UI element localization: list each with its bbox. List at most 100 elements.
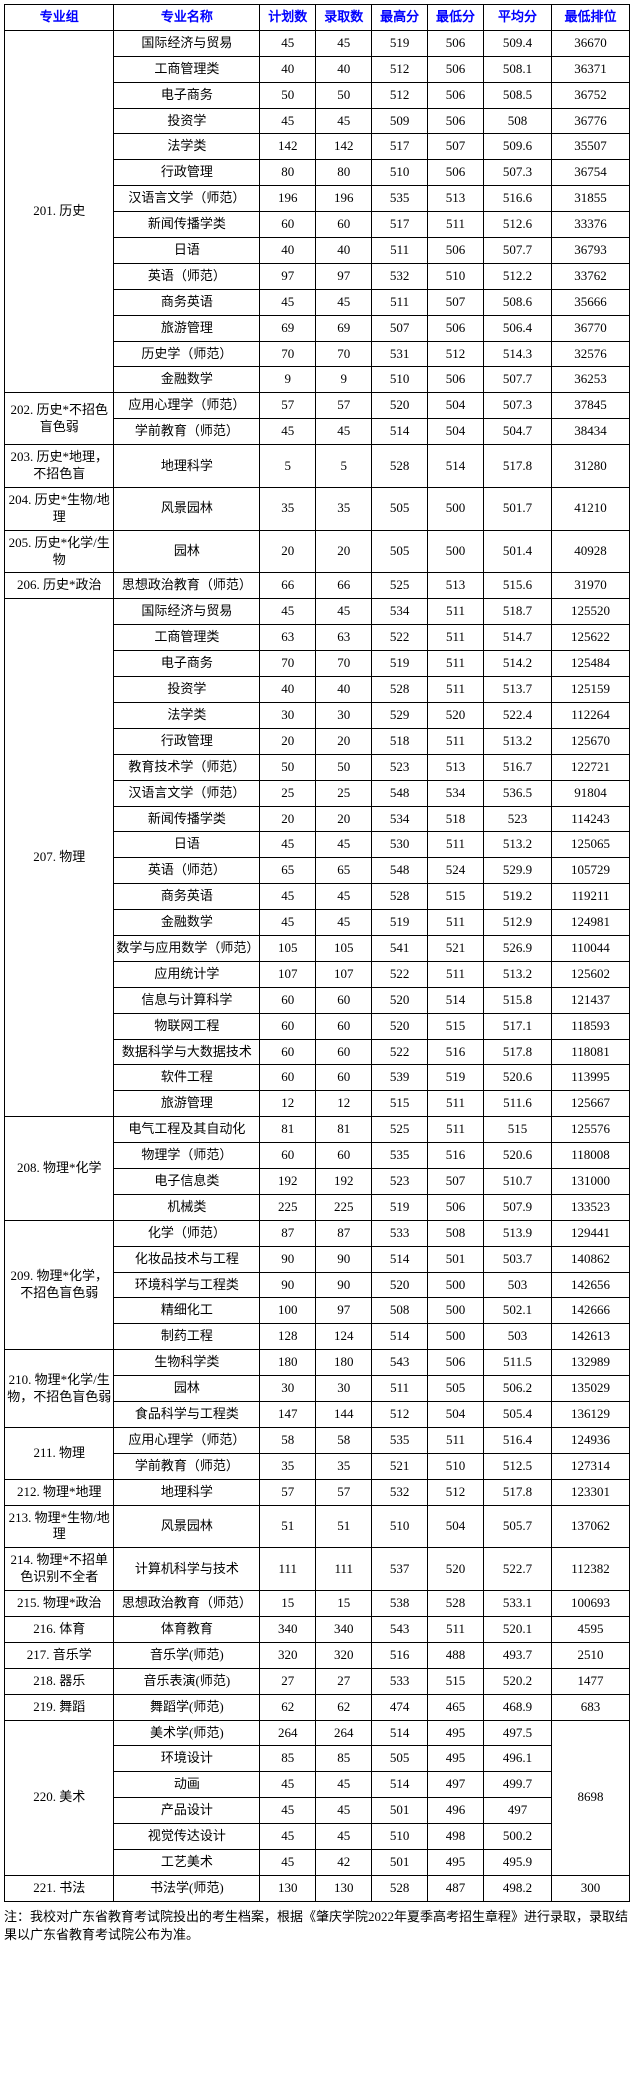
table-row: 210. 物理*化学/生物，不招色盲色弱生物科学类180180543506511… [5,1350,630,1376]
major-cell: 产品设计 [114,1798,260,1824]
data-cell: 147 [260,1401,316,1427]
table-row: 207. 物理国际经济与贸易4545534511518.7125520 [5,599,630,625]
data-cell: 511 [428,1617,484,1643]
data-cell: 505 [372,1746,428,1772]
rank-cell: 119211 [552,884,630,910]
data-cell: 320 [260,1642,316,1668]
table-row: 216. 体育体育教育340340543511520.14595 [5,1617,630,1643]
data-cell: 520.1 [484,1617,552,1643]
data-cell: 498.2 [484,1875,552,1901]
rank-cell: 118081 [552,1039,630,1065]
rank-cell: 118593 [552,1013,630,1039]
data-cell: 180 [260,1350,316,1376]
major-cell: 法学类 [114,702,260,728]
data-cell: 58 [260,1427,316,1453]
data-cell: 506 [428,367,484,393]
rank-cell: 40928 [552,530,630,573]
data-cell: 45 [260,832,316,858]
rank-cell: 125065 [552,832,630,858]
data-cell: 40 [260,677,316,703]
data-cell: 510 [372,1505,428,1548]
data-cell: 530 [372,832,428,858]
data-cell: 516 [372,1642,428,1668]
data-cell: 506 [428,160,484,186]
major-cell: 工商管理类 [114,56,260,82]
data-cell: 520.2 [484,1668,552,1694]
data-cell: 90 [260,1246,316,1272]
data-cell: 507.7 [484,367,552,393]
data-cell: 520 [372,1272,428,1298]
group-cell: 213. 物理*生物/地理 [5,1505,114,1548]
data-cell: 225 [260,1194,316,1220]
table-row: 220. 美术美术学(师范)264264514495497.58698 [5,1720,630,1746]
group-cell: 211. 物理 [5,1427,114,1479]
rank-cell: 133523 [552,1194,630,1220]
data-cell: 519 [372,1194,428,1220]
data-cell: 529 [372,702,428,728]
rank-cell: 142613 [552,1324,630,1350]
data-cell: 534 [428,780,484,806]
rank-cell: 32576 [552,341,630,367]
data-cell: 522.7 [484,1548,552,1591]
rank-cell: 140862 [552,1246,630,1272]
rank-cell: 36253 [552,367,630,393]
major-cell: 国际经济与贸易 [114,599,260,625]
data-cell: 488 [428,1642,484,1668]
data-cell: 70 [316,651,372,677]
data-cell: 513 [428,573,484,599]
table-row: 209. 物理*化学，不招色盲色弱化学（师范）8787533508513.912… [5,1220,630,1246]
data-cell: 45 [260,1824,316,1850]
major-cell: 动画 [114,1772,260,1798]
rank-cell: 121437 [552,987,630,1013]
rank-cell: 41210 [552,487,630,530]
data-cell: 529.9 [484,858,552,884]
data-cell: 497.5 [484,1720,552,1746]
major-cell: 信息与计算科学 [114,987,260,1013]
table-row: 218. 器乐音乐表演(师范)2727533515520.21477 [5,1668,630,1694]
data-cell: 192 [260,1168,316,1194]
data-cell: 40 [316,677,372,703]
data-cell: 495 [428,1720,484,1746]
rank-cell: 125159 [552,677,630,703]
major-cell: 生物科学类 [114,1350,260,1376]
data-cell: 510 [372,367,428,393]
data-cell: 50 [316,754,372,780]
data-cell: 51 [260,1505,316,1548]
data-cell: 144 [316,1401,372,1427]
data-cell: 58 [316,1427,372,1453]
data-cell: 60 [260,1065,316,1091]
data-cell: 506 [428,82,484,108]
rank-cell: 91804 [552,780,630,806]
data-cell: 45 [260,1850,316,1876]
data-cell: 501.7 [484,487,552,530]
data-cell: 196 [316,186,372,212]
table-row: 219. 舞蹈舞蹈学(师范)6262474465468.9683 [5,1694,630,1720]
rank-cell: 36770 [552,315,630,341]
header-cell: 最高分 [372,5,428,31]
data-cell: 51 [316,1505,372,1548]
data-cell: 508.6 [484,289,552,315]
data-cell: 518.7 [484,599,552,625]
data-cell: 510 [428,263,484,289]
data-cell: 50 [316,82,372,108]
data-cell: 514 [372,1246,428,1272]
data-cell: 25 [260,780,316,806]
table-row: 214. 物理*不招单色识别不全者计算机科学与技术111111537520522… [5,1548,630,1591]
data-cell: 517 [372,212,428,238]
rank-cell: 131000 [552,1168,630,1194]
data-cell: 511 [428,625,484,651]
data-cell: 107 [316,961,372,987]
data-cell: 507 [372,315,428,341]
major-cell: 思想政治教育（师范） [114,1591,260,1617]
major-cell: 金融数学 [114,910,260,936]
data-cell: 504 [428,419,484,445]
data-cell: 495 [428,1746,484,1772]
group-cell: 218. 器乐 [5,1668,114,1694]
data-cell: 128 [260,1324,316,1350]
data-cell: 30 [260,1376,316,1402]
data-cell: 45 [316,599,372,625]
data-cell: 50 [260,754,316,780]
data-cell: 541 [372,935,428,961]
data-cell: 512 [428,341,484,367]
data-cell: 524 [428,858,484,884]
